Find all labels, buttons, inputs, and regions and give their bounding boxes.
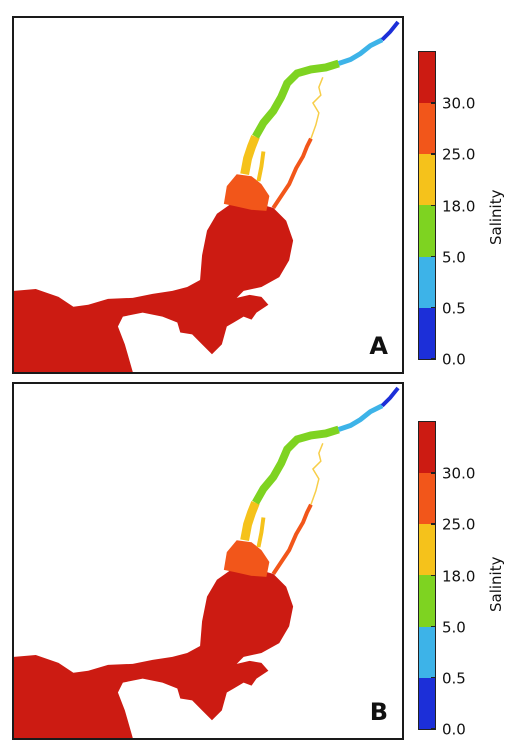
colorbar-tick-label-b: 18.0 [442, 567, 476, 585]
colorbar-tick-label-a: 18.0 [442, 197, 476, 215]
colorbar-title-b: Salinity [487, 556, 505, 612]
colorbar-segment [419, 626, 435, 678]
colorbar-tick-mark-b [431, 574, 436, 576]
colorbar-segment [419, 677, 435, 729]
colorbar-tick-label-b: 30.0 [442, 464, 476, 483]
salinity-map-b [14, 386, 400, 738]
colorbar-a [418, 51, 436, 360]
colorbar-segment [419, 256, 435, 308]
colorbar-segment [419, 524, 435, 576]
colorbar-tick-mark-b [431, 625, 436, 628]
colorbar-segment [419, 473, 435, 525]
colorbar-segment [419, 103, 435, 155]
colorbar-tick-label-a: 25.0 [442, 145, 476, 164]
colorbar-tick-mark-b [431, 472, 436, 474]
colorbar-b [418, 421, 436, 730]
colorbar-segment [419, 422, 435, 474]
colorbar-segment [419, 307, 435, 359]
colorbar-tick-label-a: 0.5 [442, 299, 466, 318]
colorbar-tick-mark-a [431, 358, 436, 360]
colorbar-segment [419, 575, 435, 627]
map-panel-b: B [12, 382, 404, 740]
colorbar-tick-label-a: 0.0 [442, 350, 466, 369]
colorbar-tick-mark-a [431, 306, 436, 309]
colorbar-tick-mark-a [431, 204, 436, 206]
colorbar-segment [419, 52, 435, 104]
panel-label-b: B [369, 698, 388, 726]
colorbar-tick-label-b: 5.0 [442, 618, 466, 637]
colorbar-segment [419, 154, 435, 206]
colorbar-tick-mark-b [431, 676, 436, 679]
panel-label-a: A [369, 332, 388, 360]
colorbar-tick-label-a: 5.0 [442, 248, 466, 267]
colorbar-tick-mark-a [431, 102, 436, 104]
salinity-map-a [14, 20, 400, 372]
colorbar-segment [419, 205, 435, 257]
colorbar-tick-label-a: 30.0 [442, 94, 476, 113]
colorbar-tick-mark-a [431, 153, 436, 155]
colorbar-tick-label-b: 25.0 [442, 515, 476, 534]
colorbar-title-a: Salinity [487, 189, 505, 245]
colorbar-tick-mark-b [431, 728, 436, 730]
colorbar-tick-label-b: 0.5 [442, 669, 466, 688]
colorbar-tick-label-b: 0.0 [442, 720, 466, 739]
colorbar-tick-mark-a [431, 255, 436, 258]
colorbar-tick-mark-b [431, 523, 436, 525]
map-panel-a: A [12, 16, 404, 374]
